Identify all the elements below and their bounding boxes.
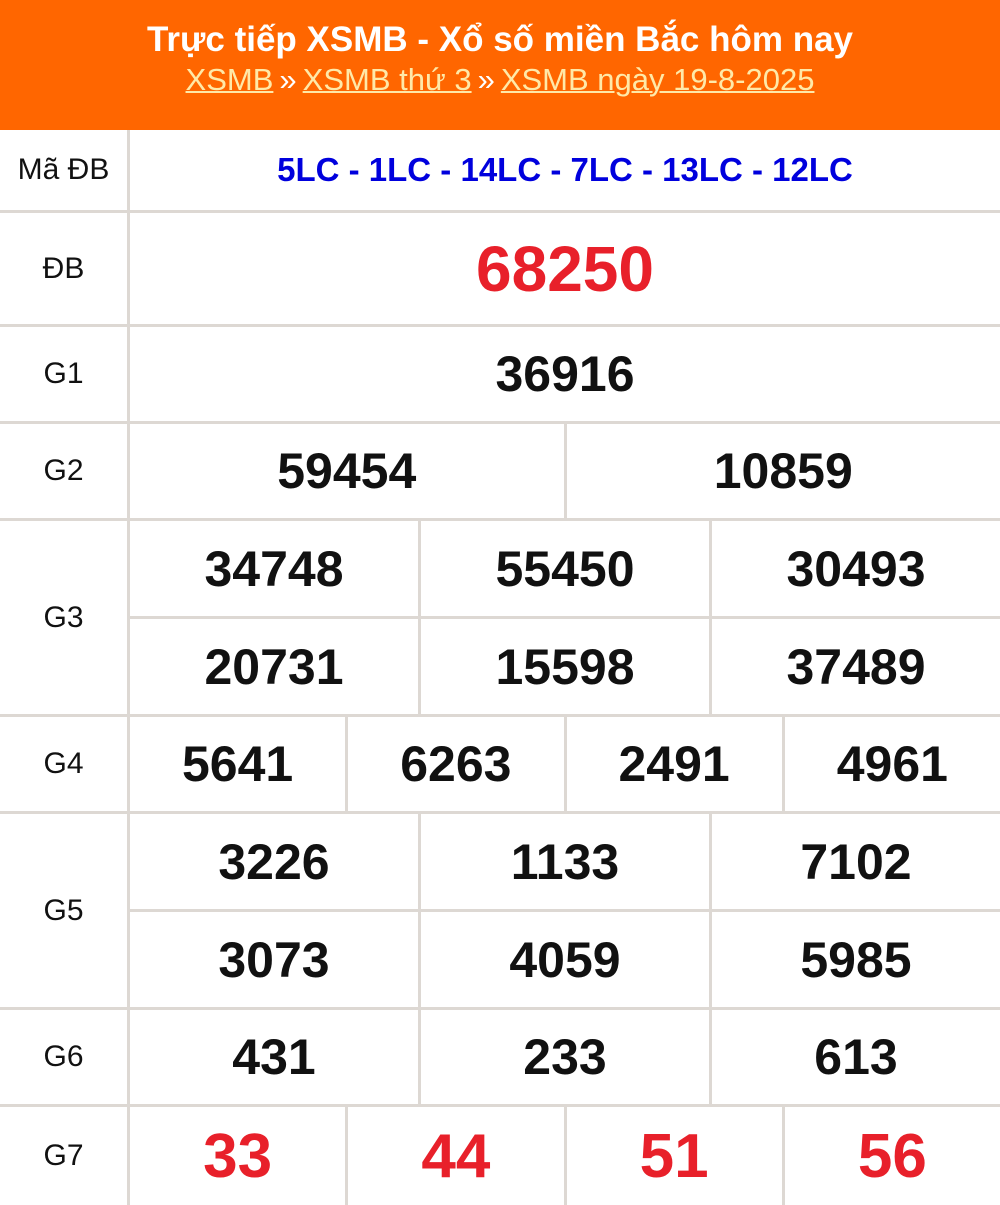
breadcrumb-xsmb-date[interactable]: XSMB ngày 19-8-2025 [500,62,815,97]
breadcrumb-separator: » [477,62,495,97]
prize-number: 233 [418,1010,709,1104]
header: Trực tiếp XSMB - Xổ số miền Bắc hôm nay … [0,0,1000,130]
prize-line: 5641 6263 2491 4961 [130,717,1000,811]
prize-number: 30493 [709,521,1000,616]
prize-number: 37489 [709,619,1000,714]
prize-row: G1 36916 [0,327,1000,424]
prize-values: 59454 10859 [130,424,1000,518]
prize-number: 613 [709,1010,1000,1104]
prize-number: 4059 [418,912,709,1007]
prize-label: G4 [0,717,130,811]
prize-number: 4961 [781,717,1000,811]
breadcrumb: XSMB» XSMB thứ 3» XSMB ngày 19-8-2025 [0,60,1000,100]
prize-values: 3226 1133 7102 3073 4059 5985 [130,814,1000,1007]
prize-values: 5641 6263 2491 4961 [130,717,1000,811]
prize-label: G7 [0,1107,130,1205]
prize-values: 5LC - 1LC - 14LC - 7LC - 13LC - 12LC [130,130,1000,210]
prize-row: Mã ĐB 5LC - 1LC - 14LC - 7LC - 13LC - 12L… [0,130,1000,213]
prize-number: 44 [345,1107,563,1205]
prize-row: G4 5641 6263 2491 4961 [0,717,1000,814]
prize-label: ĐB [0,213,130,324]
prize-label: G6 [0,1010,130,1104]
prize-number: 5985 [709,912,1000,1007]
prize-number: 56 [781,1107,1000,1205]
page-title: Trực tiếp XSMB - Xổ số miền Bắc hôm nay [146,20,854,59]
prize-number: 3073 [218,931,330,988]
prize-number: 5641 [182,736,294,792]
prize-number: 431 [232,1029,316,1085]
prize-number: 55450 [418,521,709,616]
prize-line: 33 44 51 56 [130,1107,1000,1205]
prize-line: 59454 10859 [130,424,1000,518]
prize-line: 68250 [130,213,1000,324]
prize-line: 5LC - 1LC - 14LC - 7LC - 13LC - 12LC [130,130,1000,210]
prize-row: G6 431 233 613 [0,1010,1000,1107]
special-code: 5LC - 1LC - 14LC - 7LC - 13LC - 12LC [277,151,853,188]
prize-label: G1 [0,327,130,421]
prize-line: 20731 15598 37489 [130,616,1000,714]
prize-line: 34748 55450 30493 [130,521,1000,616]
prize-values: 36916 [130,327,1000,421]
prize-number: 34748 [204,540,344,597]
prize-number: 51 [563,1107,782,1205]
prize-label: G2 [0,424,130,518]
prize-label: Mã ĐB [0,130,130,210]
prize-line: 3226 1133 7102 [130,814,1000,909]
prize-values: 34748 55450 30493 20731 15598 37489 [130,521,1000,714]
results-table: Mã ĐB 5LC - 1LC - 14LC - 7LC - 13LC - 12L… [0,130,1000,1205]
prize-number: 59454 [277,443,417,499]
prize-number: 3226 [218,833,330,890]
prize-number: 10859 [563,424,1000,518]
prize-label: G3 [0,521,130,714]
prize-row: G7 33 44 51 56 [0,1107,1000,1205]
breadcrumb-separator: » [279,62,297,97]
breadcrumb-xsmb[interactable]: XSMB [185,62,274,97]
prize-values: 68250 [130,213,1000,324]
prize-row: ĐB 68250 [0,213,1000,327]
prize-number: 36916 [495,346,635,402]
prize-number: 2491 [563,717,782,811]
prize-number: 1133 [418,814,709,909]
prize-row: G2 59454 10859 [0,424,1000,521]
prize-values: 33 44 51 56 [130,1107,1000,1205]
prize-row: G3 34748 55450 30493 20731 15598 37489 [0,521,1000,717]
prize-values: 431 233 613 [130,1010,1000,1104]
prize-number: 68250 [476,232,654,305]
prize-number: 15598 [418,619,709,714]
prize-number: 33 [203,1121,273,1191]
prize-line: 3073 4059 5985 [130,909,1000,1007]
prize-number: 20731 [204,638,344,695]
prize-label: G5 [0,814,130,1007]
prize-line: 36916 [130,327,1000,421]
prize-number: 7102 [709,814,1000,909]
prize-number: 6263 [345,717,563,811]
prize-row: G5 3226 1133 7102 3073 4059 5985 [0,814,1000,1010]
prize-line: 431 233 613 [130,1010,1000,1104]
breadcrumb-xsmb-thu-3[interactable]: XSMB thứ 3 [302,62,472,97]
